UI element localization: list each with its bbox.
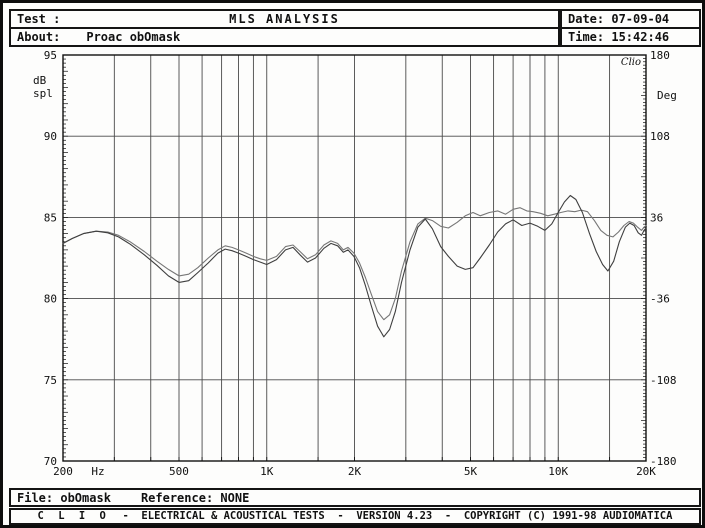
db-axis-title: spl — [33, 87, 53, 100]
db-tick-label: 95 — [44, 49, 57, 62]
time-box: Time: 15:42:46 — [560, 27, 701, 47]
about-label: About: — [17, 30, 61, 44]
freq-tick-label: 20K — [636, 465, 656, 478]
clio-watermark: Clio — [621, 57, 641, 68]
time-label: Time: — [568, 30, 605, 44]
db-tick-label: 90 — [44, 130, 57, 143]
reference-label: Reference: — [140, 491, 214, 505]
time-value: 15:42:46 — [611, 30, 670, 44]
freq-tick-label: 10K — [548, 465, 568, 478]
deg-tick-label: -36 — [650, 293, 670, 306]
db-tick-label: 85 — [44, 211, 57, 224]
footer-text: - ELECTRICAL & ACOUSTICAL TESTS - VERSIO… — [109, 510, 673, 522]
deg-tick-label: 108 — [650, 130, 670, 143]
deg-tick-label: -108 — [650, 374, 677, 387]
file-label: File: — [17, 491, 54, 505]
deg-tick-label: 180 — [650, 49, 670, 62]
freq-tick-label: 2K — [348, 465, 362, 478]
file-bar[interactable]: File: obOmask Reference: NONE — [9, 488, 701, 507]
date-value: 07-09-04 — [611, 12, 670, 26]
test-label: Test : — [17, 12, 61, 26]
about-field-box[interactable]: About: Proac obOmask — [9, 27, 560, 47]
date-label: Date: — [568, 12, 605, 26]
file-value: obOmask — [60, 491, 111, 505]
reference-value: NONE — [220, 491, 250, 505]
db-tick-label: 70 — [44, 455, 57, 468]
db-tick-label: 80 — [44, 293, 57, 306]
db-tick-label: 75 — [44, 374, 57, 387]
deg-tick-label: 36 — [650, 211, 663, 224]
freq-axis-unit: Hz — [91, 465, 104, 478]
deg-axis-title: Deg — [657, 89, 677, 102]
freq-tick-label: 5K — [464, 465, 478, 478]
freq-tick-label: 500 — [169, 465, 189, 478]
freq-tick-label: 1K — [260, 465, 274, 478]
page-title: MLS ANALYSIS — [229, 12, 340, 26]
db-axis-title: dB — [33, 74, 47, 87]
status-footer: C L I O - ELECTRICAL & ACOUSTICAL TESTS … — [9, 508, 701, 525]
response-curve-2 — [62, 194, 647, 338]
date-box: Date: 07-09-04 — [560, 9, 701, 29]
freq-tick-label: 200 — [53, 465, 73, 478]
clio-brand: C L I O — [37, 510, 110, 522]
about-value: Proac obOmask — [86, 30, 181, 44]
deg-tick-label: -180 — [650, 455, 677, 468]
